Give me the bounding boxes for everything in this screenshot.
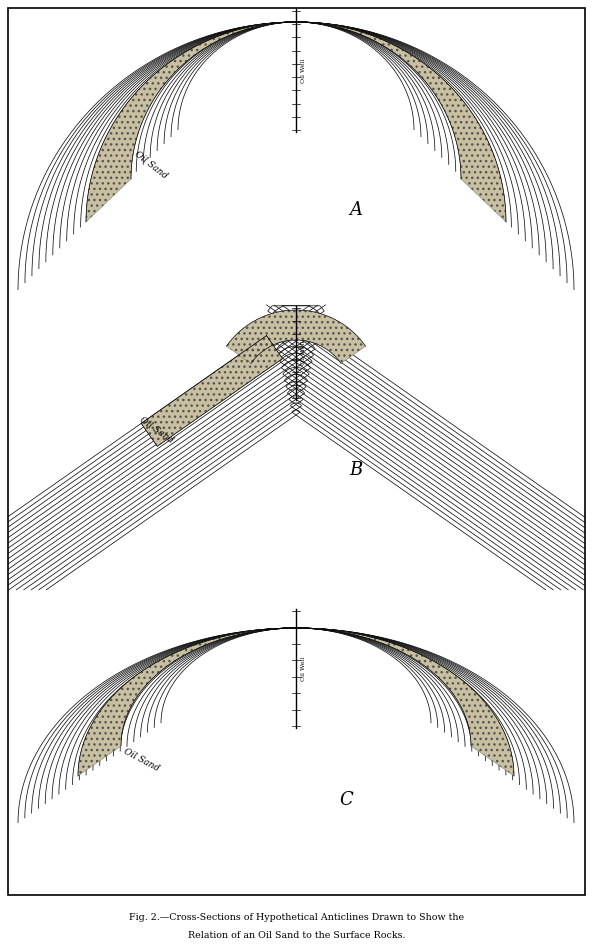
Polygon shape: [227, 310, 366, 364]
Polygon shape: [86, 22, 506, 222]
Text: Oil Sand: Oil Sand: [138, 415, 174, 445]
Text: Fig. 2.—Cross-Sections of Hypothetical Anticlines Drawn to Show the: Fig. 2.—Cross-Sections of Hypothetical A…: [129, 914, 464, 922]
Text: Oil Well: Oil Well: [301, 341, 306, 366]
Text: Oil Well: Oil Well: [301, 58, 306, 83]
Text: A: A: [349, 201, 362, 219]
Polygon shape: [141, 336, 283, 446]
Text: B: B: [349, 461, 363, 479]
Polygon shape: [78, 628, 514, 776]
Text: C: C: [339, 791, 353, 809]
Text: Oil Sand: Oil Sand: [133, 149, 169, 181]
Text: Oil Well: Oil Well: [301, 656, 306, 681]
Text: Relation of an Oil Sand to the Surface Rocks.: Relation of an Oil Sand to the Surface R…: [188, 931, 405, 941]
Text: Oil Sand: Oil Sand: [122, 747, 160, 773]
